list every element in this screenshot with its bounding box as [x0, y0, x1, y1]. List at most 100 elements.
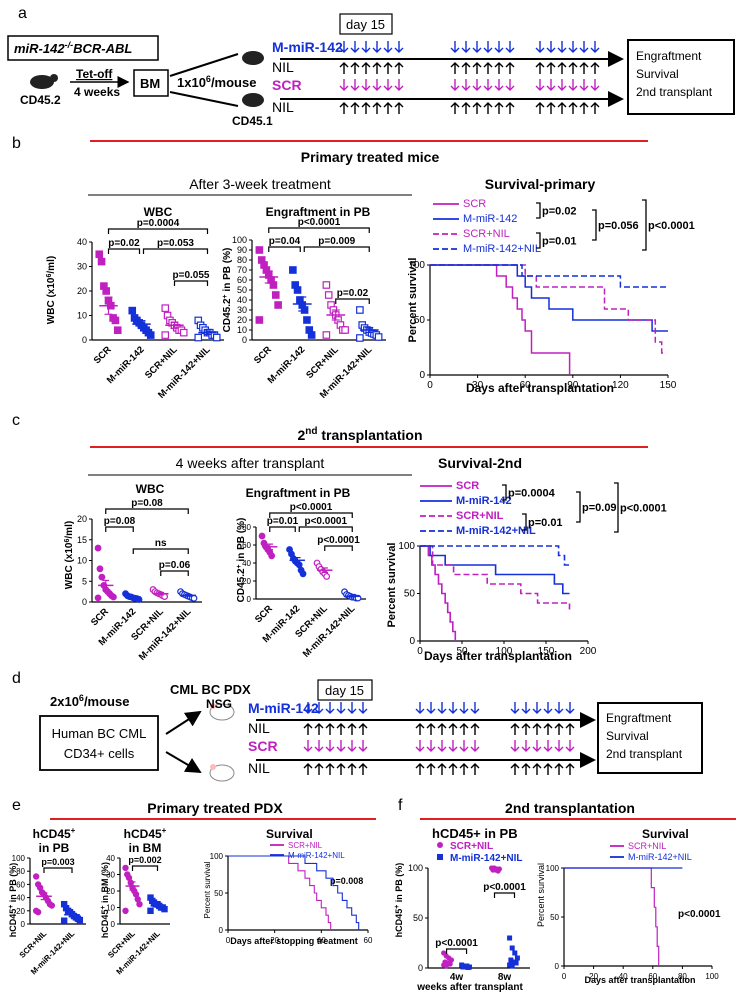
up-arrow-mark [505, 62, 515, 74]
chart-c-engraftment: 020406080SCRM-miR-142SCR+NILM-miR-142+NI… [242, 502, 366, 660]
survival-title: Survival [642, 827, 689, 841]
down-arrow-mark [470, 702, 480, 714]
up-arrow-mark [394, 102, 404, 114]
mouse-icon [30, 74, 58, 89]
treatment-label: SCR [272, 77, 302, 93]
up-arrow-mark [472, 102, 482, 114]
significance-bracket [642, 199, 647, 251]
down-arrow-mark [590, 79, 600, 91]
panel-label-f: f [398, 797, 403, 814]
up-arrow-mark [510, 763, 520, 775]
up-arrow-mark [568, 62, 578, 74]
down-arrow-mark [336, 740, 346, 752]
p-value-label: p=0.08 [104, 516, 136, 527]
down-arrow-mark [361, 41, 371, 53]
y-tick-label: 100 [232, 235, 247, 245]
legend-label: M-miR-142+NIL [450, 853, 523, 864]
x-tick-label: 100 [496, 646, 513, 657]
down-arrow-mark [510, 740, 520, 752]
down-arrow-mark [383, 79, 393, 91]
p-value-label: p=0.01 [528, 517, 563, 529]
up-arrow-mark [372, 62, 382, 74]
treatment-label: NIL [272, 99, 294, 115]
down-arrow-mark [557, 79, 567, 91]
significance-bracket [268, 227, 370, 233]
legend-label: SCR+NIL [450, 841, 493, 852]
down-arrow-mark [383, 41, 393, 53]
data-point [147, 907, 154, 915]
significance-bracket [131, 865, 159, 871]
significance-bracket [173, 280, 209, 286]
y-tick-label: 40 [106, 854, 115, 863]
day-box-d [317, 679, 373, 701]
y-tick-label: 0 [242, 335, 247, 345]
p-value-label: p=0.008 [330, 876, 363, 886]
down-arrow-mark [372, 79, 382, 91]
x-tick-label: 80 [678, 972, 687, 981]
dose-label-a: 1x106/mouse [177, 74, 256, 90]
y-tick-label: 80 [16, 867, 25, 876]
x-tick-label: 200 [580, 646, 597, 657]
mouse-icon [209, 703, 235, 782]
cells-box [39, 715, 159, 771]
y-tick-label: 100 [408, 863, 423, 873]
up-arrow-mark [483, 62, 493, 74]
up-arrow-mark [546, 102, 556, 114]
significance-bracket [160, 570, 189, 576]
up-arrow-mark [448, 763, 458, 775]
y-tick-label: 100 [210, 852, 224, 861]
p-value-label: p<0.0001 [290, 502, 333, 513]
up-arrow-mark [303, 723, 313, 735]
nsg-label: NSG [206, 697, 232, 711]
p-value-label: p<0.0001 [435, 938, 478, 949]
down-arrow-mark [532, 740, 542, 752]
data-point [113, 326, 122, 335]
data-point [34, 908, 42, 916]
y-tick-label: 100 [398, 541, 415, 552]
p-value-label: p=0.09 [582, 502, 617, 514]
survival-curve [420, 545, 570, 566]
significance-bracket [43, 867, 73, 873]
up-arrow-mark [579, 102, 589, 114]
data-point [322, 281, 331, 289]
data-point [447, 961, 453, 967]
down-arrow-mark [543, 740, 553, 752]
down-arrow-mark [426, 702, 436, 714]
y-axis-label: CD45.2+ in PB (%) [236, 518, 247, 603]
up-arrow-mark [450, 62, 460, 74]
y-tick-label: 60 [16, 880, 25, 889]
down-arrow-mark [568, 79, 578, 91]
y-tick-label: 50 [214, 889, 223, 898]
down-arrow-mark [554, 740, 564, 752]
y-tick-label: 50 [237, 285, 247, 295]
significance-bracket [107, 228, 209, 234]
x-axis-label: Days after stopping treatment [230, 936, 358, 946]
up-arrow-mark [448, 723, 458, 735]
p-value-label: p<0.0001 [304, 516, 347, 527]
y-tick-label: 80 [237, 255, 247, 265]
down-arrow-mark [339, 41, 349, 53]
outcome-line: 2nd transplant [606, 747, 683, 761]
pb-title: hCD45+ in PB [432, 826, 518, 841]
up-arrow-mark [426, 763, 436, 775]
y-tick-label: 0 [82, 597, 87, 607]
y-tick-label: 60 [242, 541, 251, 550]
down-arrow-mark [472, 41, 482, 53]
survival-curve [430, 264, 665, 354]
up-arrow-mark [437, 763, 447, 775]
wbc-title: WBC [144, 205, 173, 219]
y-tick-label: 80 [242, 523, 251, 532]
data-point [323, 573, 331, 580]
significance-bracket [105, 526, 134, 532]
pb-title: in PB [39, 841, 70, 855]
y-tick-label: 50 [414, 315, 426, 326]
subtitle: After 3-week treatment [189, 176, 331, 192]
down-arrow-mark [510, 702, 520, 714]
down-arrow-mark [459, 740, 469, 752]
y-tick-label: 40 [77, 237, 87, 247]
p-value-label: p=0.003 [41, 857, 74, 867]
down-arrow-mark [565, 702, 575, 714]
p-value-label: p=0.002 [128, 855, 161, 865]
